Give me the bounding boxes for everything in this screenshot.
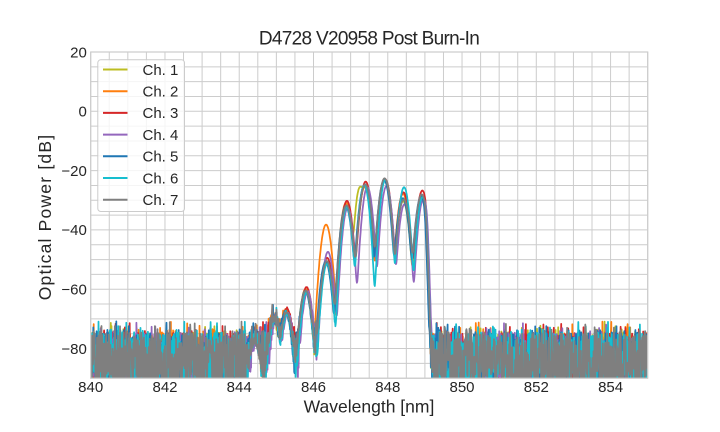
svg-text:D4728 V20958 Post Burn-In: D4728 V20958 Post Burn-In: [259, 29, 479, 50]
svg-text:Wavelength [nm]: Wavelength [nm]: [304, 397, 435, 417]
svg-text:Ch. 1: Ch. 1: [143, 62, 179, 79]
svg-text:850: 850: [449, 379, 474, 396]
svg-text:Ch. 5: Ch. 5: [143, 149, 179, 166]
svg-text:Ch. 3: Ch. 3: [143, 105, 179, 122]
svg-text:−80: −80: [61, 341, 86, 358]
svg-text:−40: −40: [61, 222, 86, 239]
svg-text:852: 852: [524, 379, 549, 396]
svg-text:−60: −60: [61, 282, 86, 299]
svg-text:844: 844: [227, 379, 252, 396]
svg-text:Optical Power [dB]: Optical Power [dB]: [35, 134, 55, 301]
svg-text:840: 840: [78, 379, 103, 396]
svg-text:854: 854: [598, 379, 623, 396]
svg-text:Ch. 2: Ch. 2: [143, 84, 179, 101]
svg-text:Ch. 6: Ch. 6: [143, 170, 179, 187]
svg-text:Ch. 4: Ch. 4: [143, 127, 179, 144]
svg-text:−20: −20: [61, 163, 86, 180]
svg-text:Ch. 7: Ch. 7: [143, 192, 179, 209]
svg-text:846: 846: [301, 379, 326, 396]
svg-text:0: 0: [78, 104, 86, 121]
svg-text:842: 842: [152, 379, 177, 396]
svg-text:848: 848: [375, 379, 400, 396]
svg-text:20: 20: [70, 44, 87, 61]
